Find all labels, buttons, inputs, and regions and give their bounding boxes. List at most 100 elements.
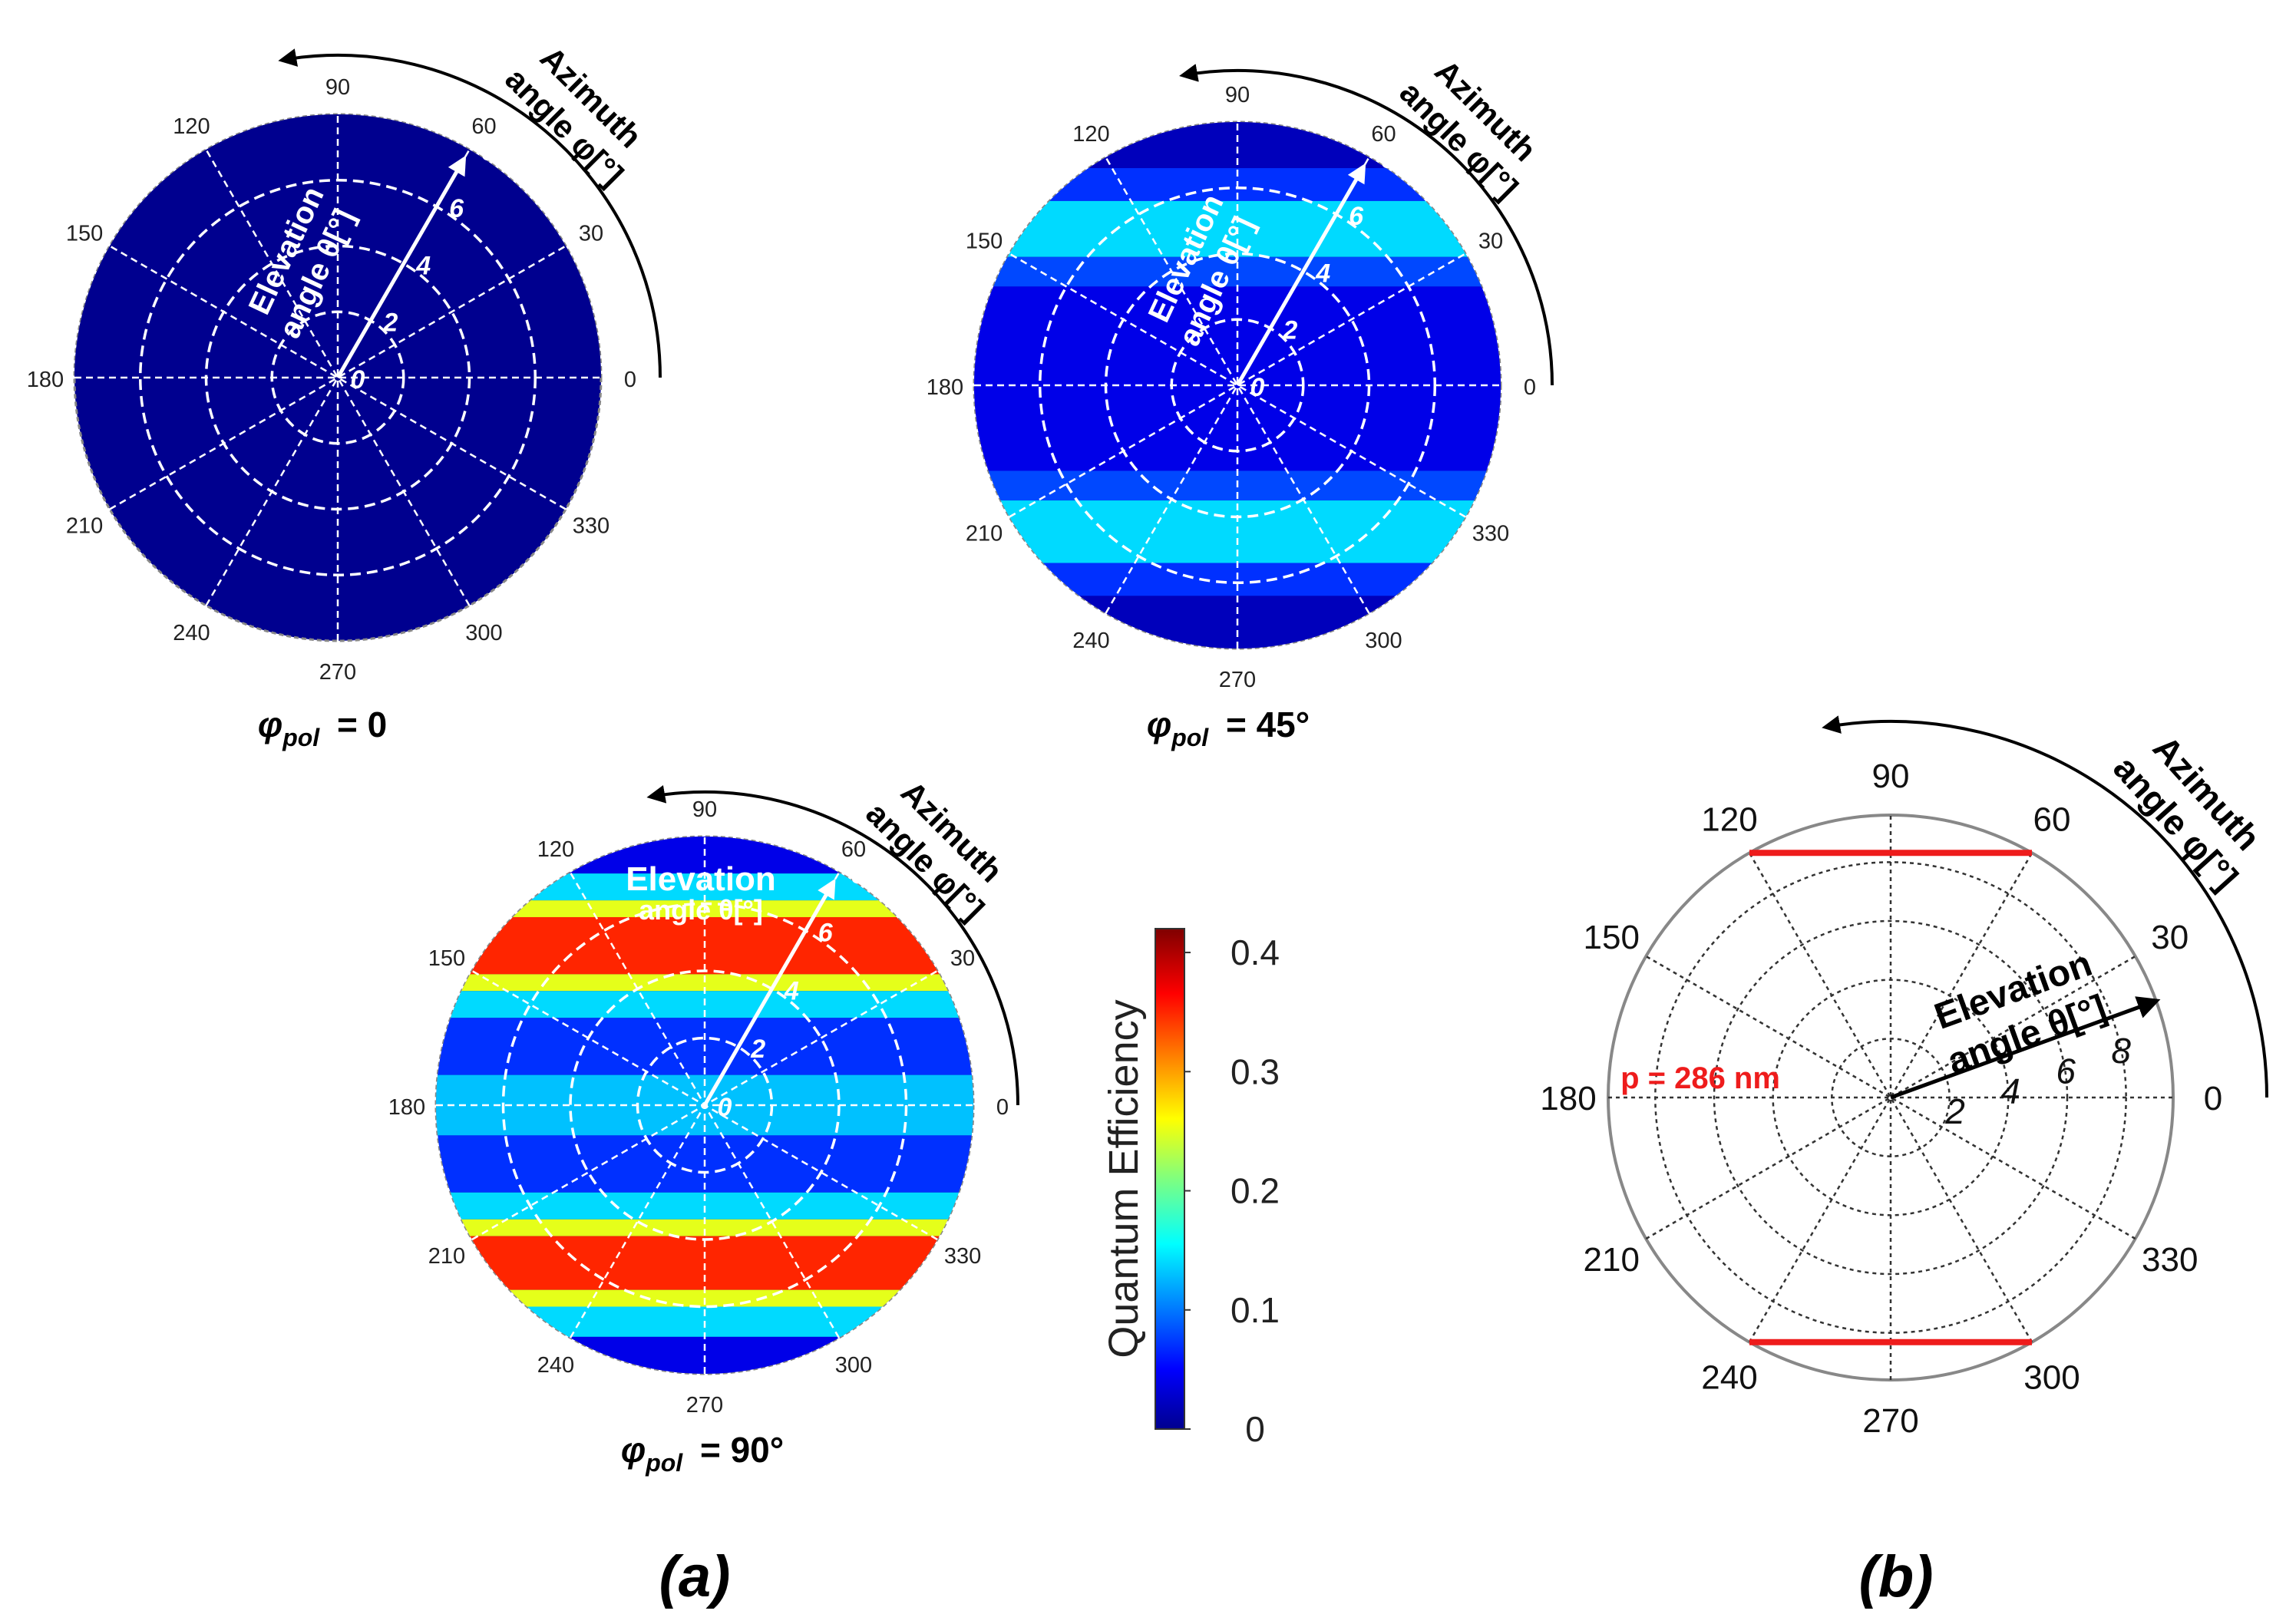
grid-spoke-30 (1009, 253, 1466, 518)
colorbar-tick-1: 0.1 (1231, 1290, 1280, 1330)
caption-symbol: φ (1147, 705, 1171, 744)
radial-tick-8: 8 (852, 860, 867, 890)
radial-tick-8: 8 (1382, 145, 1396, 174)
grid-spoke-150 (1645, 955, 2136, 1240)
angle-tick-210: 210 (966, 522, 1003, 546)
angle-tick-330: 330 (944, 1244, 981, 1269)
angle-tick-120: 120 (173, 114, 210, 139)
radial-tick-2: 2 (1944, 1091, 1965, 1131)
angle-tick-90: 90 (325, 75, 350, 100)
radial-tick-0: 0 (718, 1093, 732, 1122)
angle-tick-270: 270 (1219, 668, 1256, 692)
angle-tick-240: 240 (1701, 1359, 1757, 1397)
colorbar-tick-2: 0.2 (1231, 1171, 1280, 1211)
panel-a-label: (a) (659, 1544, 731, 1609)
quantum-efficiency-colorbar: 0 0.1 0.2 0.3 0.4 Quantum Efficiency (1101, 928, 1280, 1449)
polar-plot-phi-pol-90: 030609012015018021024027030033002468Elev… (388, 774, 1019, 1477)
caption-subscript: pol (645, 1449, 683, 1477)
radial-tick-8: 8 (482, 137, 497, 167)
caption-value: = 90° (690, 1430, 784, 1470)
angle-tick-240: 240 (1072, 629, 1109, 653)
elevation-label-line-1: angle θ[°] (639, 894, 763, 926)
polar-plot-phi-pol-45: 030609012015018021024027030033002468Elev… (927, 53, 1554, 751)
angle-tick-60: 60 (471, 114, 496, 139)
colorbar-gradient (1155, 928, 1185, 1430)
azimuth-arc (1179, 64, 1554, 386)
radial-tick-4: 4 (2000, 1071, 2020, 1111)
radial-tick-8: 8 (2111, 1031, 2131, 1071)
angle-tick-150: 150 (966, 229, 1003, 254)
grid-spoke-150 (109, 245, 567, 510)
angle-tick-210: 210 (428, 1244, 465, 1269)
angle-tick-150: 150 (1584, 919, 1640, 956)
angle-tick-270: 270 (686, 1393, 723, 1418)
angle-tick-210: 210 (1584, 1241, 1640, 1279)
radial-tick-6: 6 (818, 919, 834, 948)
colorbar-tick-0: 0 (1245, 1409, 1265, 1449)
radial-tick-6: 6 (2056, 1051, 2076, 1091)
angle-tick-0: 0 (624, 368, 636, 392)
radial-tick-4: 4 (415, 251, 431, 280)
polar-plot-panel-b: 03060901201501802102402703003302468Eleva… (1540, 715, 2268, 1440)
caption-value: = 45° (1216, 705, 1310, 744)
angle-tick-240: 240 (537, 1353, 574, 1378)
caption-subscript: pol (282, 724, 320, 751)
radial-tick-4: 4 (1315, 259, 1330, 288)
caption-value: = 0 (327, 705, 387, 744)
elevation-arrow (702, 878, 836, 1107)
radial-tick-2: 2 (382, 309, 398, 338)
angle-tick-60: 60 (1371, 122, 1396, 147)
angle-tick-240: 240 (173, 621, 210, 645)
angle-tick-90: 90 (1225, 83, 1250, 107)
grid-circle-6 (501, 902, 908, 1309)
angle-tick-330: 330 (573, 514, 609, 539)
angle-tick-330: 330 (1472, 522, 1509, 546)
radial-tick-0: 0 (1250, 373, 1265, 402)
angle-tick-300: 300 (2023, 1359, 2080, 1397)
angle-tick-210: 210 (66, 514, 103, 539)
grid-spoke-120 (1105, 157, 1370, 614)
caption-symbol: φ (258, 705, 282, 744)
panel-b-label: (b) (1858, 1544, 1933, 1609)
polar-grid (1608, 815, 2173, 1380)
caption-symbol: φ (621, 1430, 646, 1470)
elevation-arrow (1890, 996, 2161, 1100)
grid-spoke-30 (1645, 955, 2136, 1240)
polar-plot-phi-pol-0: 030609012015018021024027030033002468Elev… (27, 39, 662, 751)
colorbar-tick-3: 0.3 (1231, 1051, 1280, 1091)
angle-tick-180: 180 (27, 368, 64, 392)
angle-tick-300: 300 (1365, 629, 1402, 653)
angle-tick-270: 270 (319, 660, 356, 685)
azimuth-arc (278, 48, 662, 378)
angle-tick-30: 30 (950, 946, 975, 971)
angle-tick-0: 0 (2204, 1080, 2222, 1117)
azimuth-arc (1822, 715, 2268, 1098)
grid-spoke-30 (109, 245, 567, 510)
grid-spoke-120 (205, 149, 471, 606)
elevation-label-line-0: Elevation (626, 860, 776, 898)
angle-tick-300: 300 (465, 621, 502, 645)
angle-tick-90: 90 (1872, 758, 1910, 795)
period-annotation: p = 286 nm (1620, 1061, 1780, 1095)
panel-caption: φpol = 45° (1147, 705, 1310, 751)
angle-tick-0: 0 (1524, 375, 1536, 400)
angle-tick-120: 120 (1701, 800, 1757, 838)
radial-tick-6: 6 (1349, 202, 1364, 231)
radial-tick-0: 0 (351, 365, 365, 394)
radial-tick-2: 2 (750, 1035, 765, 1064)
angle-tick-330: 330 (2142, 1241, 2198, 1279)
colorbar-label: Quantum Efficiency (1101, 999, 1147, 1358)
radial-tick-2: 2 (1282, 316, 1297, 345)
qe-band-10 (436, 1219, 973, 1236)
